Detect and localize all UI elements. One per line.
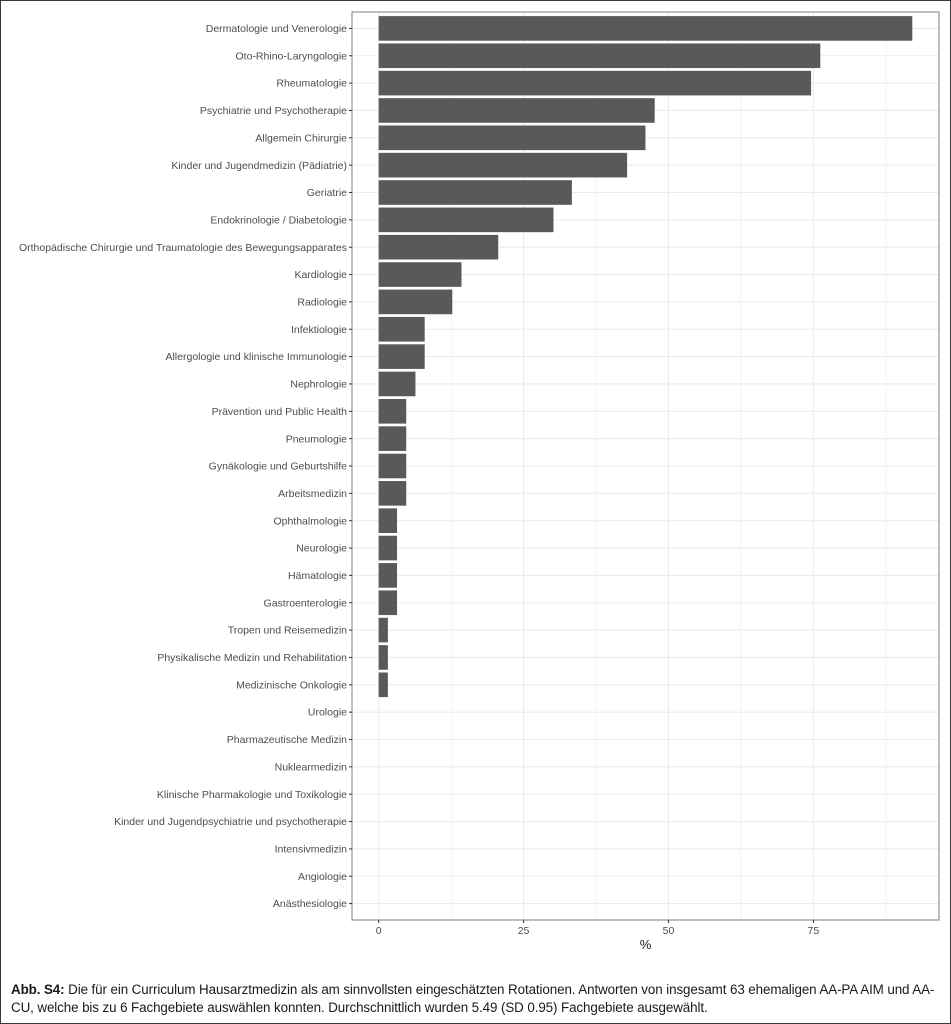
- x-tick-label: 0: [376, 925, 382, 937]
- y-tick-label: Ophthalmologie: [273, 515, 347, 527]
- bar: [378, 180, 572, 205]
- y-tick-label: Pneumologie: [286, 433, 347, 445]
- bar: [378, 43, 821, 69]
- bar: [378, 207, 554, 233]
- y-tick-label: Gynäkologie und Geburtshilfe: [209, 461, 347, 473]
- y-tick-label: Rheumatologie: [276, 78, 347, 90]
- bar: [378, 371, 416, 397]
- y-tick-label: Urologie: [308, 707, 347, 719]
- bar: [378, 453, 407, 479]
- bar: [378, 672, 388, 698]
- bar: [378, 426, 407, 451]
- bar: [378, 289, 453, 315]
- y-tick-label: Kinder und Jugendpsychiatrie und psychot…: [114, 816, 347, 828]
- y-tick-label: Physikalische Medizin und Rehabilitation: [157, 652, 347, 664]
- bar: [378, 16, 913, 41]
- bar: [378, 125, 646, 151]
- y-tick-label: Endokrinologie / Diabetologie: [210, 214, 347, 226]
- bar: [378, 70, 812, 96]
- y-tick-label: Dermatologie und Venerologie: [206, 23, 347, 35]
- bar: [378, 152, 628, 178]
- y-tick-label: Angiologie: [298, 871, 347, 883]
- x-tick-label: 50: [663, 925, 675, 937]
- y-tick-label: Hämatologie: [288, 570, 347, 582]
- y-tick-label: Arbeitsmedizin: [278, 488, 347, 500]
- bar: [378, 262, 462, 287]
- x-tick-label: 25: [518, 925, 530, 937]
- y-tick-label: Gastroenterologie: [264, 597, 348, 609]
- bar: [378, 234, 499, 260]
- y-tick-label: Kinder und Jugendmedizin (Pädiatrie): [171, 160, 347, 172]
- bar: [378, 398, 407, 424]
- y-tick-label: Neurologie: [296, 543, 347, 555]
- y-tick-label: Oto-Rhino-Laryngologie: [236, 50, 348, 62]
- bar-chart: Dermatologie und Venerologie Oto-Rhino-La…: [19, 11, 940, 952]
- y-tick-label: Infektiologie: [291, 324, 347, 336]
- bar: [378, 481, 407, 506]
- figure-caption: Abb. S4: Die für ein Curriculum Hausarzt…: [11, 981, 941, 1017]
- bar: [378, 508, 398, 534]
- y-tick-label: Geriatrie: [307, 187, 347, 199]
- y-tick-label: Intensivmedizin: [275, 843, 348, 855]
- bar: [378, 316, 425, 342]
- bar: [378, 645, 388, 670]
- x-tick-label: 75: [808, 925, 820, 937]
- caption-label: Abb. S4:: [11, 982, 65, 997]
- y-tick-label: Tropen und Reisemedizin: [228, 625, 347, 637]
- bar-layer: [378, 16, 913, 698]
- y-tick-label: Klinische Pharmakologie und Toxikologie: [157, 789, 347, 801]
- bar: [378, 344, 425, 369]
- bar: [378, 617, 388, 643]
- y-axis: Dermatologie und Venerologie Oto-Rhino-La…: [19, 23, 352, 910]
- bar: [378, 98, 655, 123]
- y-tick-label: Nuklearmedizin: [275, 761, 348, 773]
- x-axis: 0 25 50 75: [376, 920, 820, 937]
- y-tick-label: Anästhesiologie: [273, 898, 347, 910]
- bar: [378, 590, 398, 616]
- y-tick-label: Prävention und Public Health: [212, 406, 348, 418]
- y-tick-label: Allergologie und klinische Immunologie: [165, 351, 347, 363]
- y-tick-label: Nephrologie: [290, 379, 347, 391]
- bar: [378, 535, 398, 561]
- bar: [378, 563, 398, 588]
- y-tick-label: Psychiatrie und Psychotherapie: [200, 105, 347, 117]
- y-tick-label: Kardiologie: [294, 269, 347, 281]
- x-axis-title: %: [640, 937, 652, 952]
- y-tick-label: Medizinische Onkologie: [236, 679, 347, 691]
- y-tick-label: Radiologie: [297, 297, 347, 309]
- y-tick-label: Pharmazeutische Medizin: [227, 734, 347, 746]
- y-tick-label: Allgemein Chirurgie: [255, 132, 347, 144]
- caption-text: Die für ein Curriculum Hausarztmedizin a…: [11, 982, 935, 1015]
- y-tick-label: Orthopädische Chirurgie und Traumatologi…: [19, 242, 347, 254]
